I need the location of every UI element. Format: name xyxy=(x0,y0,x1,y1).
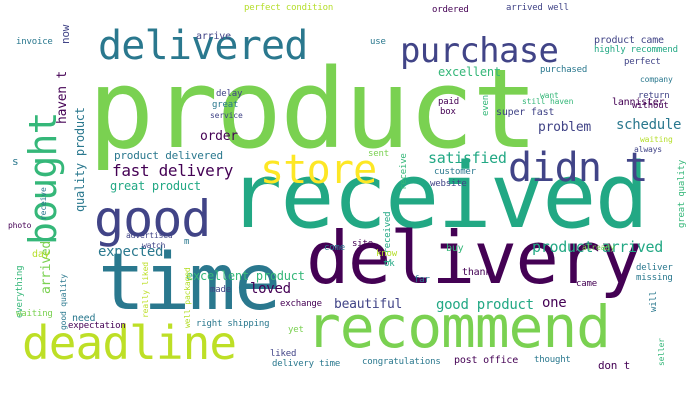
cloud-word: great product xyxy=(110,179,201,193)
cloud-word: satisfied xyxy=(428,149,507,167)
cloud-word: liked xyxy=(270,349,297,359)
cloud-word: good product xyxy=(436,297,534,313)
cloud-word: thank xyxy=(462,267,492,278)
cloud-word: advertised xyxy=(126,231,173,240)
cloud-word: need xyxy=(72,313,96,324)
cloud-word: don t xyxy=(598,359,631,372)
cloud-word: congratulations xyxy=(362,357,441,367)
cloud-word: purchase xyxy=(400,31,559,71)
cloud-word: site xyxy=(352,239,373,249)
cloud-word: receive xyxy=(399,153,409,190)
cloud-word: paid xyxy=(438,97,459,107)
cloud-word: time xyxy=(98,238,281,328)
cloud-word: watch xyxy=(142,241,166,250)
cloud-word: waiting xyxy=(16,309,53,319)
cloud-word: purchased xyxy=(540,65,588,75)
cloud-word: delivery time xyxy=(272,359,341,369)
cloud-word: company xyxy=(640,75,673,84)
cloud-word: perfect xyxy=(624,57,661,67)
cloud-word: really liked xyxy=(141,262,150,318)
cloud-word: website xyxy=(430,179,467,189)
cloud-word: use xyxy=(370,37,386,47)
cloud-word: problem xyxy=(538,120,591,135)
cloud-word: store xyxy=(260,147,377,193)
cloud-word: recommend xyxy=(306,293,611,361)
cloud-word: order xyxy=(200,129,238,144)
cloud-word: product delivered xyxy=(114,149,223,162)
cloud-word: always xyxy=(634,145,662,154)
cloud-word: seller xyxy=(657,338,666,366)
cloud-word: product arrived xyxy=(532,238,663,256)
cloud-word: photo xyxy=(8,221,32,230)
cloud-word: still haven xyxy=(522,97,574,106)
cloud-word: waiting xyxy=(640,135,673,144)
cloud-word: without xyxy=(632,101,669,111)
cloud-word: day xyxy=(32,249,50,260)
cloud-word: right shipping xyxy=(196,319,270,329)
cloud-word: highly recommend xyxy=(594,45,678,55)
cloud-word: didn t xyxy=(508,145,649,191)
cloud-word: arrive xyxy=(196,31,231,42)
cloud-word: delivery xyxy=(306,216,643,300)
cloud-word: product came xyxy=(594,35,664,46)
cloud-word: deadline xyxy=(22,316,237,370)
cloud-word: will xyxy=(649,291,659,312)
cloud-word: invoice xyxy=(16,37,53,47)
cloud-word: want xyxy=(540,91,559,100)
cloud-word: far xyxy=(414,275,430,285)
cloud-word: came xyxy=(576,279,597,289)
cloud-word: ok xyxy=(384,259,395,269)
cloud-word: box xyxy=(440,107,456,117)
cloud-word: service xyxy=(210,111,243,120)
cloud-word: receive xyxy=(39,187,48,220)
cloud-word: customer xyxy=(434,167,476,177)
cloud-word: buy xyxy=(446,243,464,254)
cloud-word: schedule xyxy=(616,117,682,133)
cloud-word: s xyxy=(12,155,19,168)
cloud-word: made xyxy=(210,285,231,295)
cloud-word: thought xyxy=(534,355,571,365)
cloud-word: received xyxy=(228,144,649,249)
cloud-word: excellent xyxy=(438,65,501,79)
cloud-word: lannister xyxy=(612,97,665,108)
cloud-word: loved xyxy=(250,281,291,297)
cloud-word: even xyxy=(481,95,491,116)
cloud-word: already xyxy=(582,243,615,252)
cloud-word: come xyxy=(324,243,345,253)
cloud-word: ordered xyxy=(432,5,469,15)
cloud-word: m xyxy=(184,237,190,247)
cloud-word: haven t xyxy=(55,71,70,124)
cloud-word: post office xyxy=(454,355,519,366)
cloud-word: missing xyxy=(636,273,673,283)
cloud-word: great xyxy=(212,100,239,110)
cloud-word: beautiful xyxy=(334,297,403,312)
cloud-word: know xyxy=(376,249,397,259)
cloud-word: arrived well xyxy=(506,3,569,13)
cloud-word: exchange xyxy=(280,299,322,309)
cloud-word: yet xyxy=(288,325,304,335)
cloud-word: expectation xyxy=(68,321,126,331)
cloud-word: sent xyxy=(368,149,389,159)
cloud-word: good quality xyxy=(59,274,68,330)
cloud-word: well packaged xyxy=(183,267,192,328)
cloud-word: great quality xyxy=(677,159,687,228)
cloud-word: deliver xyxy=(636,263,673,273)
cloud-word: perfect condition xyxy=(244,3,334,13)
cloud-word: product xyxy=(88,45,538,173)
cloud-word: now xyxy=(59,24,72,44)
cloud-word: delivered xyxy=(98,23,308,69)
cloud-word: one xyxy=(542,295,567,311)
cloud-word: fast delivery xyxy=(112,161,234,180)
cloud-word: quality product xyxy=(73,107,87,212)
cloud-word: delay xyxy=(216,89,243,99)
cloud-word: super fast xyxy=(496,107,555,118)
cloud-word: excellent product xyxy=(186,269,305,283)
cloud-word: expected xyxy=(98,244,164,260)
cloud-word: good xyxy=(94,190,211,248)
cloud-word: return xyxy=(638,91,670,101)
